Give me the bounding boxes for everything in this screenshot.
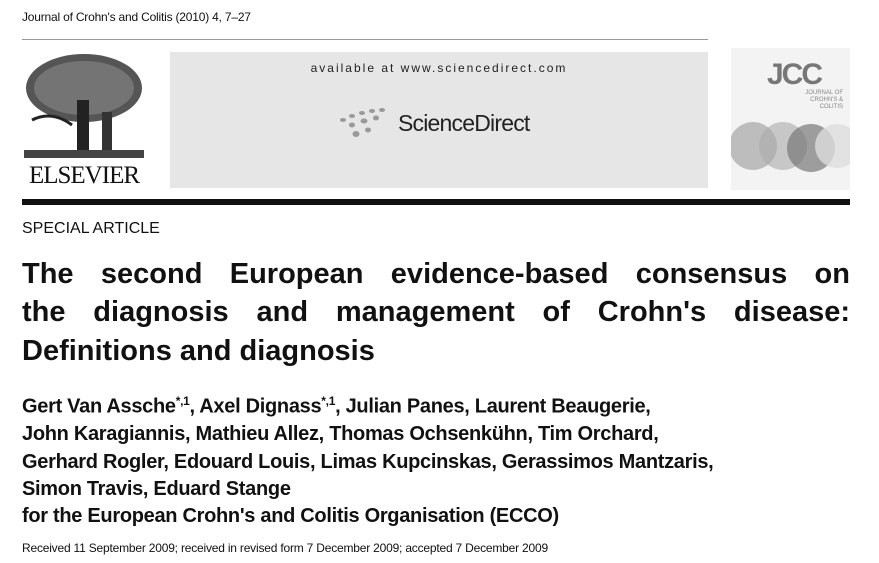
title-line-3: Definitions and diagnosis [22,335,375,367]
header-divider [22,39,708,40]
author-names: , Julian Panes, Laurent Beaugerie, [335,395,651,418]
title-divider [22,199,850,205]
sciencedirect-banner[interactable]: available at www.sciencedirect.com Scien… [170,52,708,188]
authors-group: for the European Crohn's and Colitis Org… [22,505,559,527]
elsevier-tree-icon [24,54,144,158]
article-type: SPECIAL ARTICLE [22,220,160,237]
elsevier-logo: ELSEVIER [22,50,146,190]
sciencedirect-wordmark: ScienceDirect [398,109,530,136]
sciencedirect-logo: ScienceDirect [338,108,530,138]
available-at-text: available at www.sciencedirect.com [310,61,568,75]
authors-line-4: Simon Travis, Eduard Stange [22,478,291,500]
journal-citation: Journal of Crohn's and Colitis (2010) 4,… [22,10,251,24]
cover-circles-icon [731,122,850,172]
cover-subtitle: JOURNAL OF CROHN'S & COLITIS [805,90,843,110]
authors-line-1: Gert Van Assche*,1, Axel Dignass*,1, Jul… [22,394,651,419]
author-affiliation-mark: *,1 [321,394,336,408]
elsevier-wordmark: ELSEVIER [28,162,140,189]
title-line-2: the diagnosis and management of Crohn's … [22,296,850,328]
received-dates: Received 11 September 2009; received in … [22,541,548,555]
author-affiliation-mark: *,1 [175,394,190,408]
author-name: , Axel Dignass [189,395,322,418]
authors-line-2: John Karagiannis, Mathieu Allez, Thomas … [22,423,659,445]
authors-line-3: Gerhard Rogler, Edouard Louis, Limas Kup… [22,451,714,473]
journal-cover-image: JCC JOURNAL OF CROHN'S & COLITIS [731,48,850,190]
author-name: Gert Van Assche [22,395,176,418]
sciencedirect-dots-icon [340,108,385,137]
title-line-1: The second European evidence-based conse… [22,258,850,290]
cover-logo: JCC [767,58,823,91]
